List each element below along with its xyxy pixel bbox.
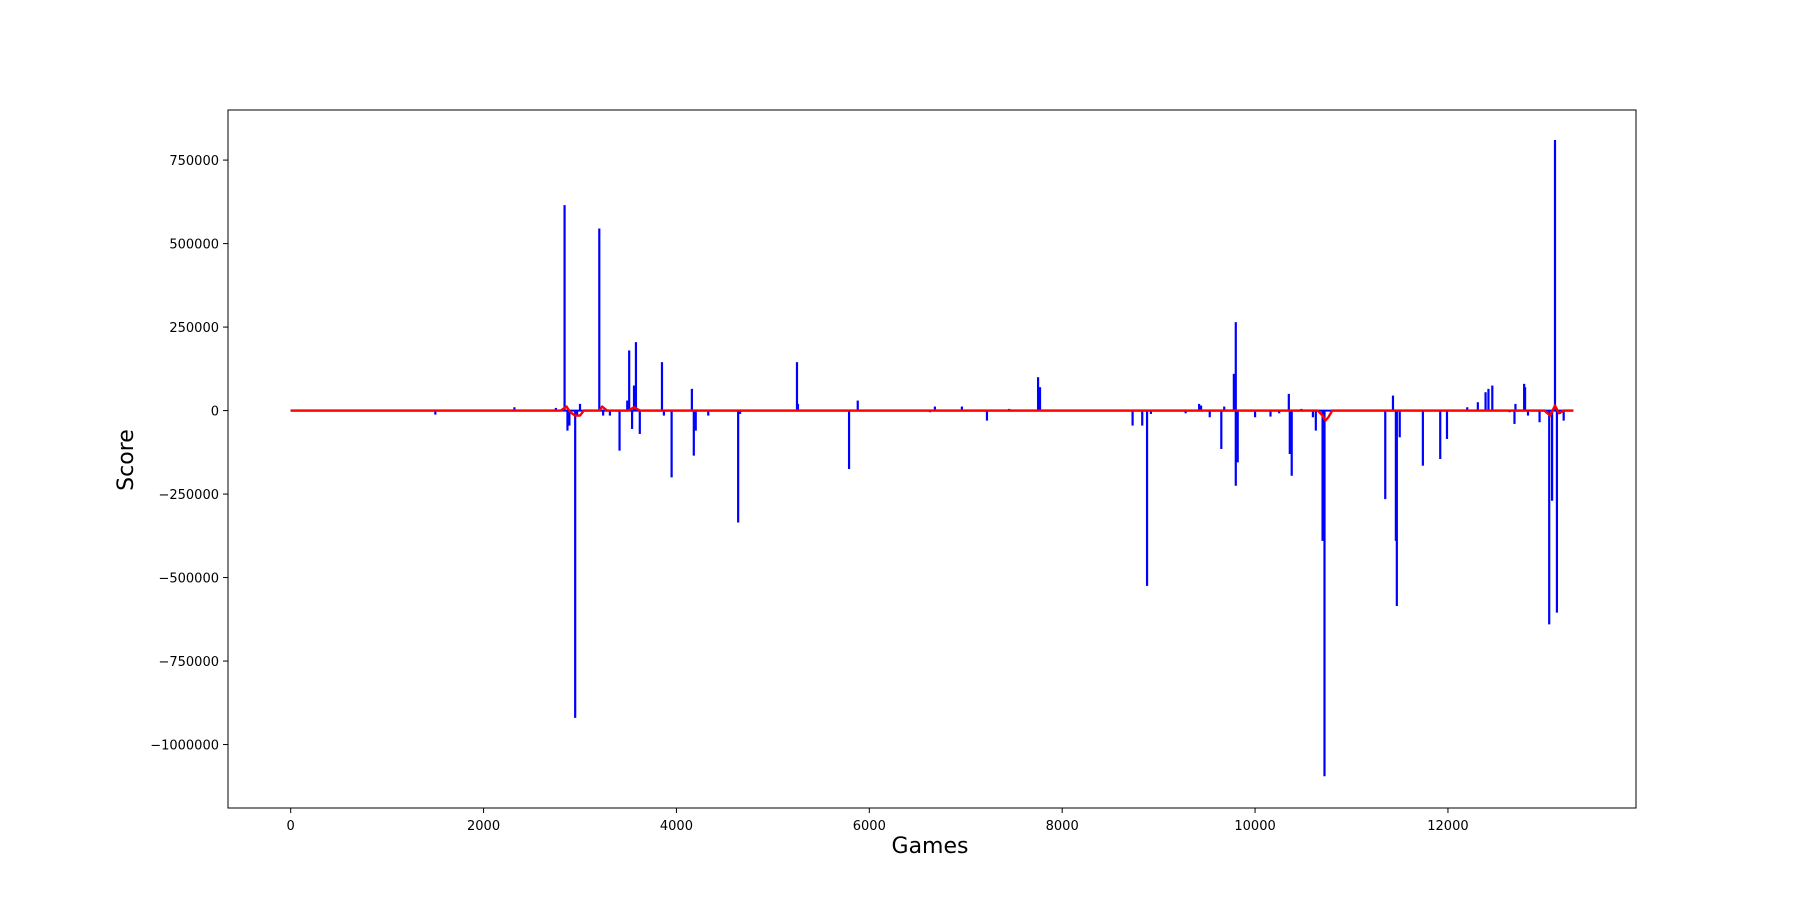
x-tick-label: 0	[287, 819, 295, 834]
y-tick-label: −250000	[158, 488, 219, 503]
x-axis-title: Games	[892, 834, 969, 859]
y-tick-label: −750000	[158, 655, 219, 670]
x-tick-label: 10000	[1234, 819, 1275, 834]
y-tick-label: 0	[211, 405, 219, 420]
x-tick-label: 12000	[1427, 819, 1468, 834]
x-tick-label: 2000	[467, 819, 500, 834]
y-tick-label: 750000	[169, 154, 219, 169]
y-tick-label: 500000	[169, 238, 219, 253]
x-axis-ticks: 0 2000 4000 6000 8000 10000 12000	[287, 808, 1469, 834]
plot-frame	[227, 109, 1637, 809]
x-tick-label: 8000	[1046, 819, 1079, 834]
x-tick-label: 4000	[660, 819, 693, 834]
y-axis-title: Score	[114, 429, 139, 491]
x-tick-label: 6000	[853, 819, 886, 834]
y-tick-label: 250000	[169, 321, 219, 336]
red-series-line	[290, 404, 1574, 422]
plot-area	[290, 140, 1574, 777]
y-tick-label: −1000000	[150, 739, 219, 754]
y-axis-ticks: 750000 500000 250000 0 −250000 −500000 −750000…	[150, 154, 228, 754]
y-tick-label: −500000	[158, 572, 219, 587]
